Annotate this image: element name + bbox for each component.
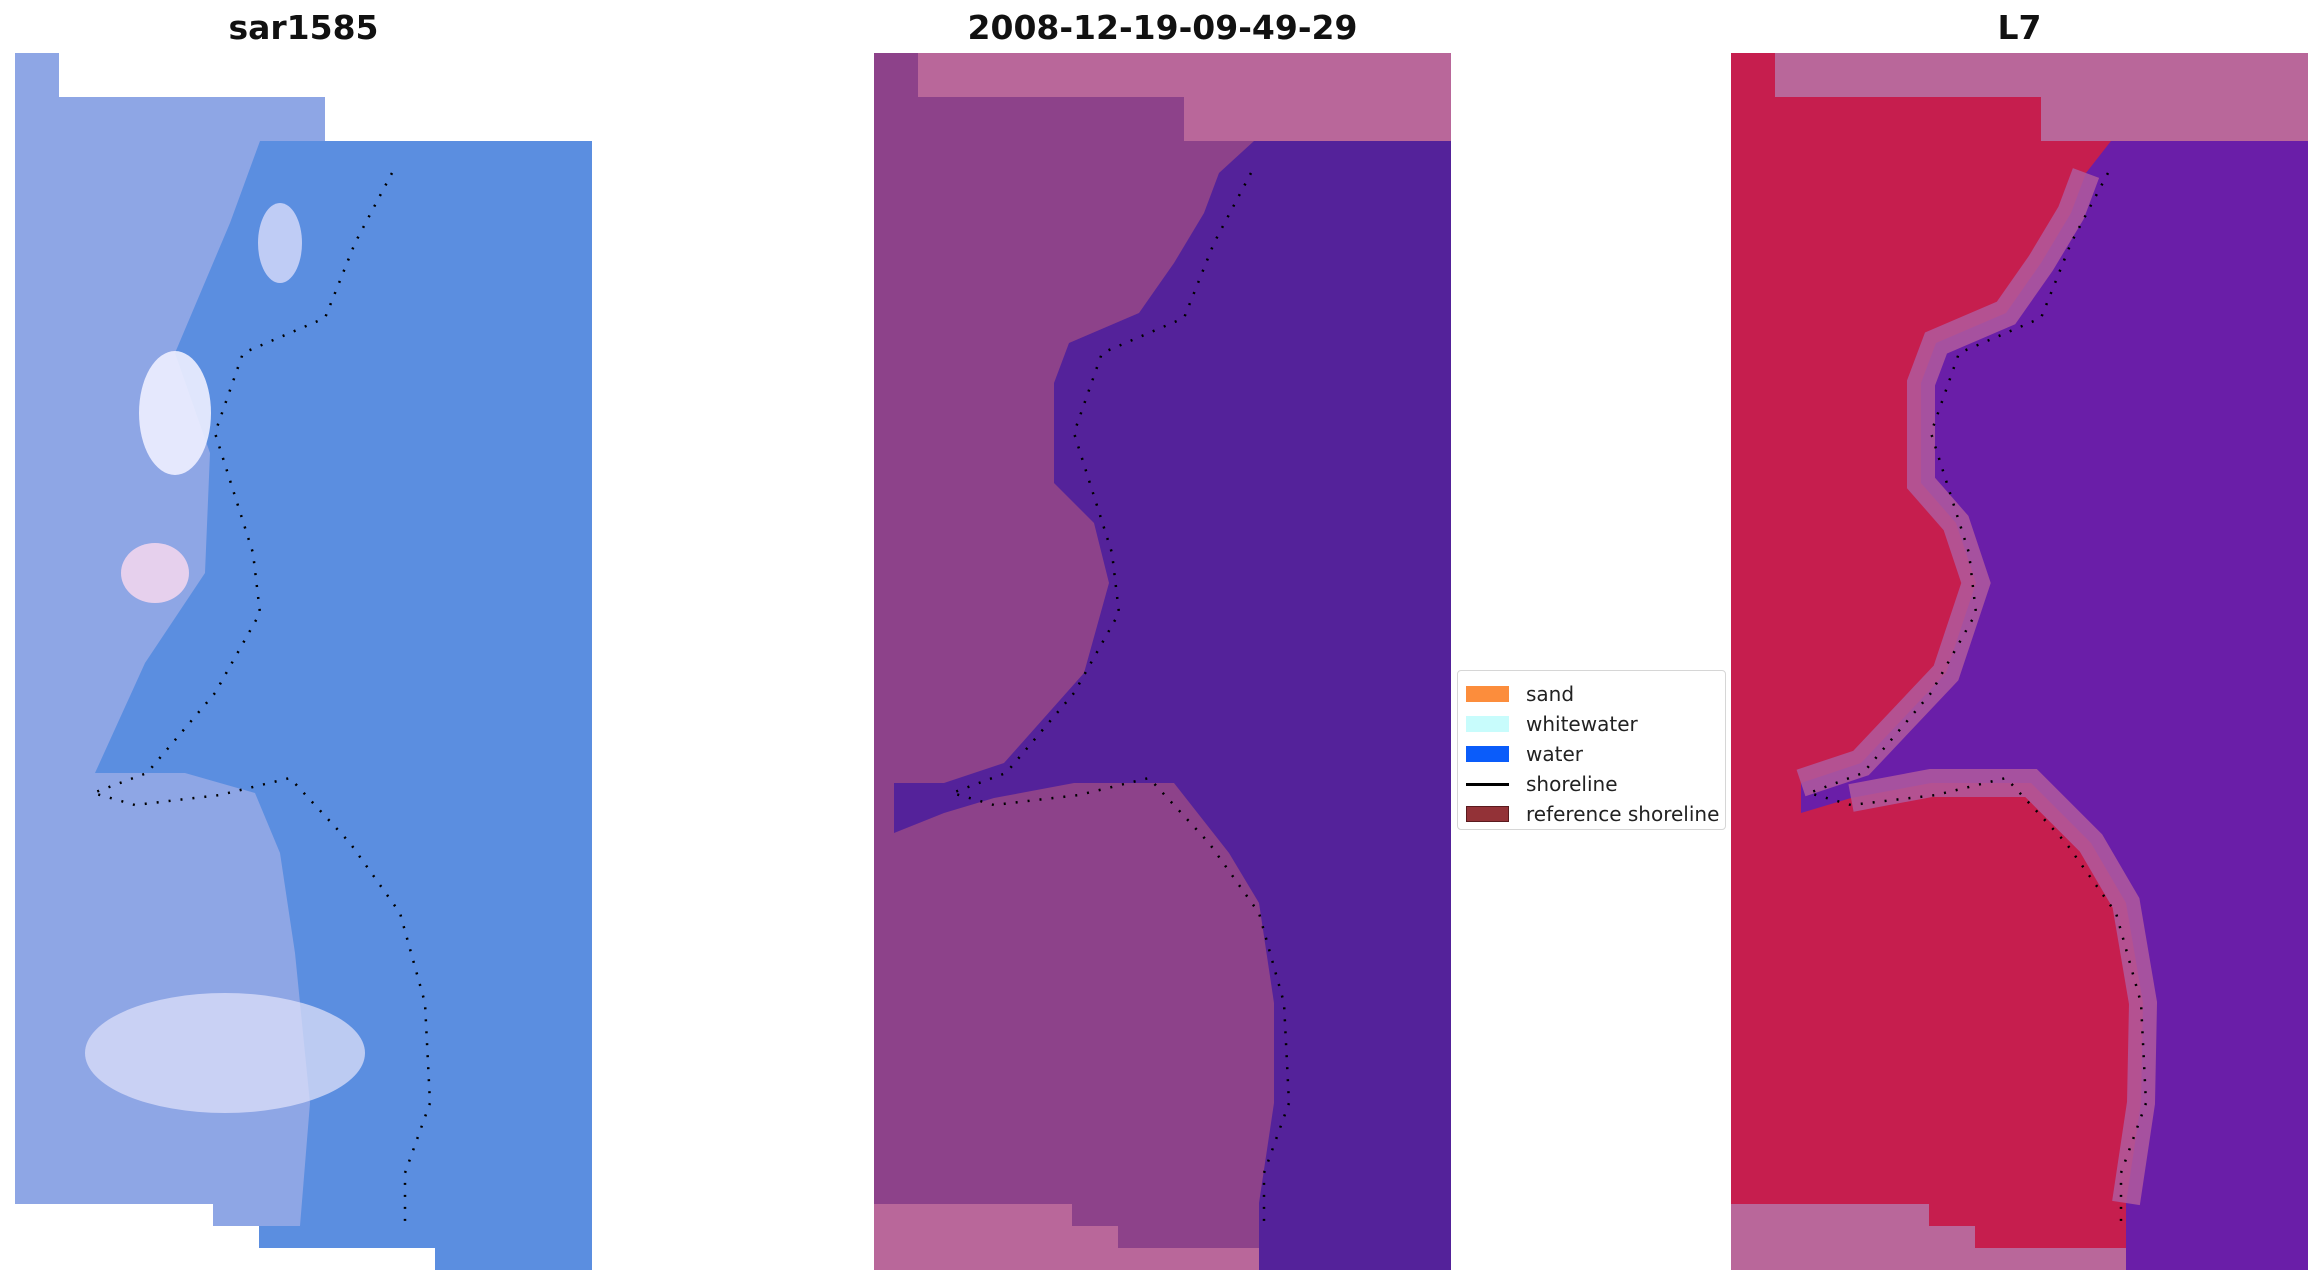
panel-title-mndwi: L7 bbox=[1997, 8, 2042, 47]
legend: sand whitewater water shoreline referenc… bbox=[1457, 670, 1726, 830]
legend-label: whitewater bbox=[1526, 712, 1638, 736]
mndwi-transition-band bbox=[1796, 168, 2100, 797]
legend-item-water: water bbox=[1458, 739, 1725, 769]
legend-label: water bbox=[1526, 742, 1583, 766]
mndwi-transition-band bbox=[1848, 769, 2158, 1206]
reference-shoreline-swatch bbox=[1466, 806, 1509, 822]
classified-water-area bbox=[894, 141, 1451, 1270]
rgb-image bbox=[15, 53, 592, 1270]
legend-label: reference shoreline bbox=[1526, 802, 1720, 826]
whitewater-swatch bbox=[1466, 716, 1509, 732]
mndwi-image-panel bbox=[1731, 53, 2308, 1270]
legend-label: sand bbox=[1526, 682, 1575, 706]
shoreline-line-icon bbox=[1466, 782, 1509, 786]
legend-label: shoreline bbox=[1526, 772, 1618, 796]
mndwi-image bbox=[1731, 53, 2308, 1270]
rgb-whitewater-patch bbox=[258, 203, 302, 283]
legend-item-whitewater: whitewater bbox=[1458, 709, 1725, 739]
panel-title-rgb: sar1585 bbox=[228, 8, 379, 47]
classified-image bbox=[874, 53, 1451, 1270]
rgb-pink-patch bbox=[121, 543, 189, 603]
sand-swatch bbox=[1466, 686, 1509, 702]
rgb-whitewater-patch bbox=[139, 351, 211, 475]
classified-image-panel bbox=[874, 53, 1451, 1270]
rgb-whitewater-patch bbox=[85, 993, 365, 1113]
rgb-image-panel bbox=[15, 53, 592, 1270]
legend-item-sand: sand bbox=[1458, 679, 1725, 709]
panel-title-classified: 2008-12-19-09-49-29 bbox=[967, 8, 1358, 47]
rgb-land-area bbox=[15, 53, 325, 1226]
legend-item-reference-shoreline: reference shoreline bbox=[1458, 799, 1725, 829]
water-swatch bbox=[1466, 746, 1509, 762]
legend-item-shoreline: shoreline bbox=[1458, 769, 1725, 799]
